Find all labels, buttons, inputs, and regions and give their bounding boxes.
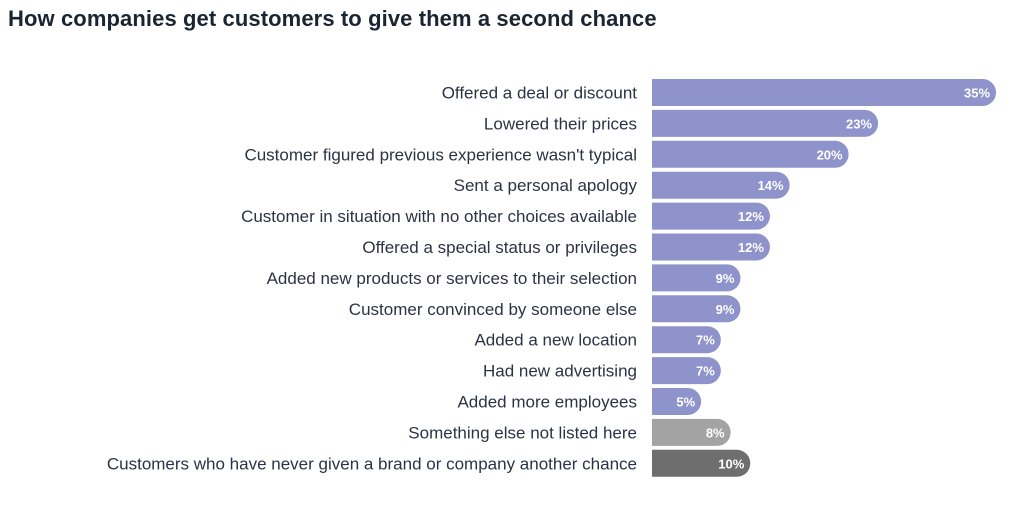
- bar: [652, 326, 721, 354]
- value-label: 7%: [696, 333, 715, 348]
- category-labels: Offered a deal or discount Lowered their …: [107, 84, 638, 474]
- value-label: 12%: [738, 209, 764, 224]
- bar: [652, 357, 721, 385]
- bar: [652, 109, 879, 137]
- value-label: 10%: [718, 456, 744, 471]
- chart-title: How companies get customers to give them…: [8, 6, 657, 31]
- bar: [652, 295, 741, 323]
- bars: [652, 79, 997, 477]
- category-label: Customer figured previous experience was…: [244, 145, 637, 164]
- bar: [652, 449, 751, 477]
- bar: [652, 202, 770, 230]
- category-label: Customers who have never given a brand o…: [107, 454, 637, 473]
- value-labels: 35% 23% 20% 14% 12% 12% 9% 9% 7% 7% 5% 8% 10%: [676, 86, 990, 472]
- category-label: Customer convinced by someone else: [349, 300, 637, 319]
- value-label: 8%: [706, 425, 725, 440]
- bar: [652, 418, 731, 446]
- category-label: Offered a deal or discount: [442, 84, 638, 103]
- value-label: 35%: [964, 86, 990, 101]
- category-label: Lowered their prices: [484, 114, 637, 133]
- category-label: Customer in situation with no other choi…: [241, 207, 637, 226]
- value-label: 14%: [758, 178, 784, 193]
- value-label: 23%: [846, 116, 872, 131]
- bar: [652, 264, 741, 292]
- category-label: Added more employees: [457, 393, 637, 412]
- value-label: 9%: [716, 271, 735, 286]
- value-label: 20%: [817, 147, 843, 162]
- bar: [652, 140, 849, 168]
- category-label: Had new advertising: [483, 362, 637, 381]
- value-label: 5%: [676, 395, 695, 410]
- category-label: Offered a special status or privileges: [362, 238, 637, 257]
- value-label: 7%: [696, 364, 715, 379]
- category-label: Sent a personal apology: [454, 176, 638, 195]
- bar: [652, 388, 702, 415]
- category-label: Something else not listed here: [408, 423, 637, 442]
- bar: [652, 171, 790, 199]
- bar: [652, 233, 770, 261]
- bar: [652, 79, 997, 106]
- value-label: 9%: [716, 302, 735, 317]
- value-label: 12%: [738, 240, 764, 255]
- category-label: Added a new location: [474, 331, 637, 350]
- category-label: Added new products or services to their …: [267, 269, 637, 288]
